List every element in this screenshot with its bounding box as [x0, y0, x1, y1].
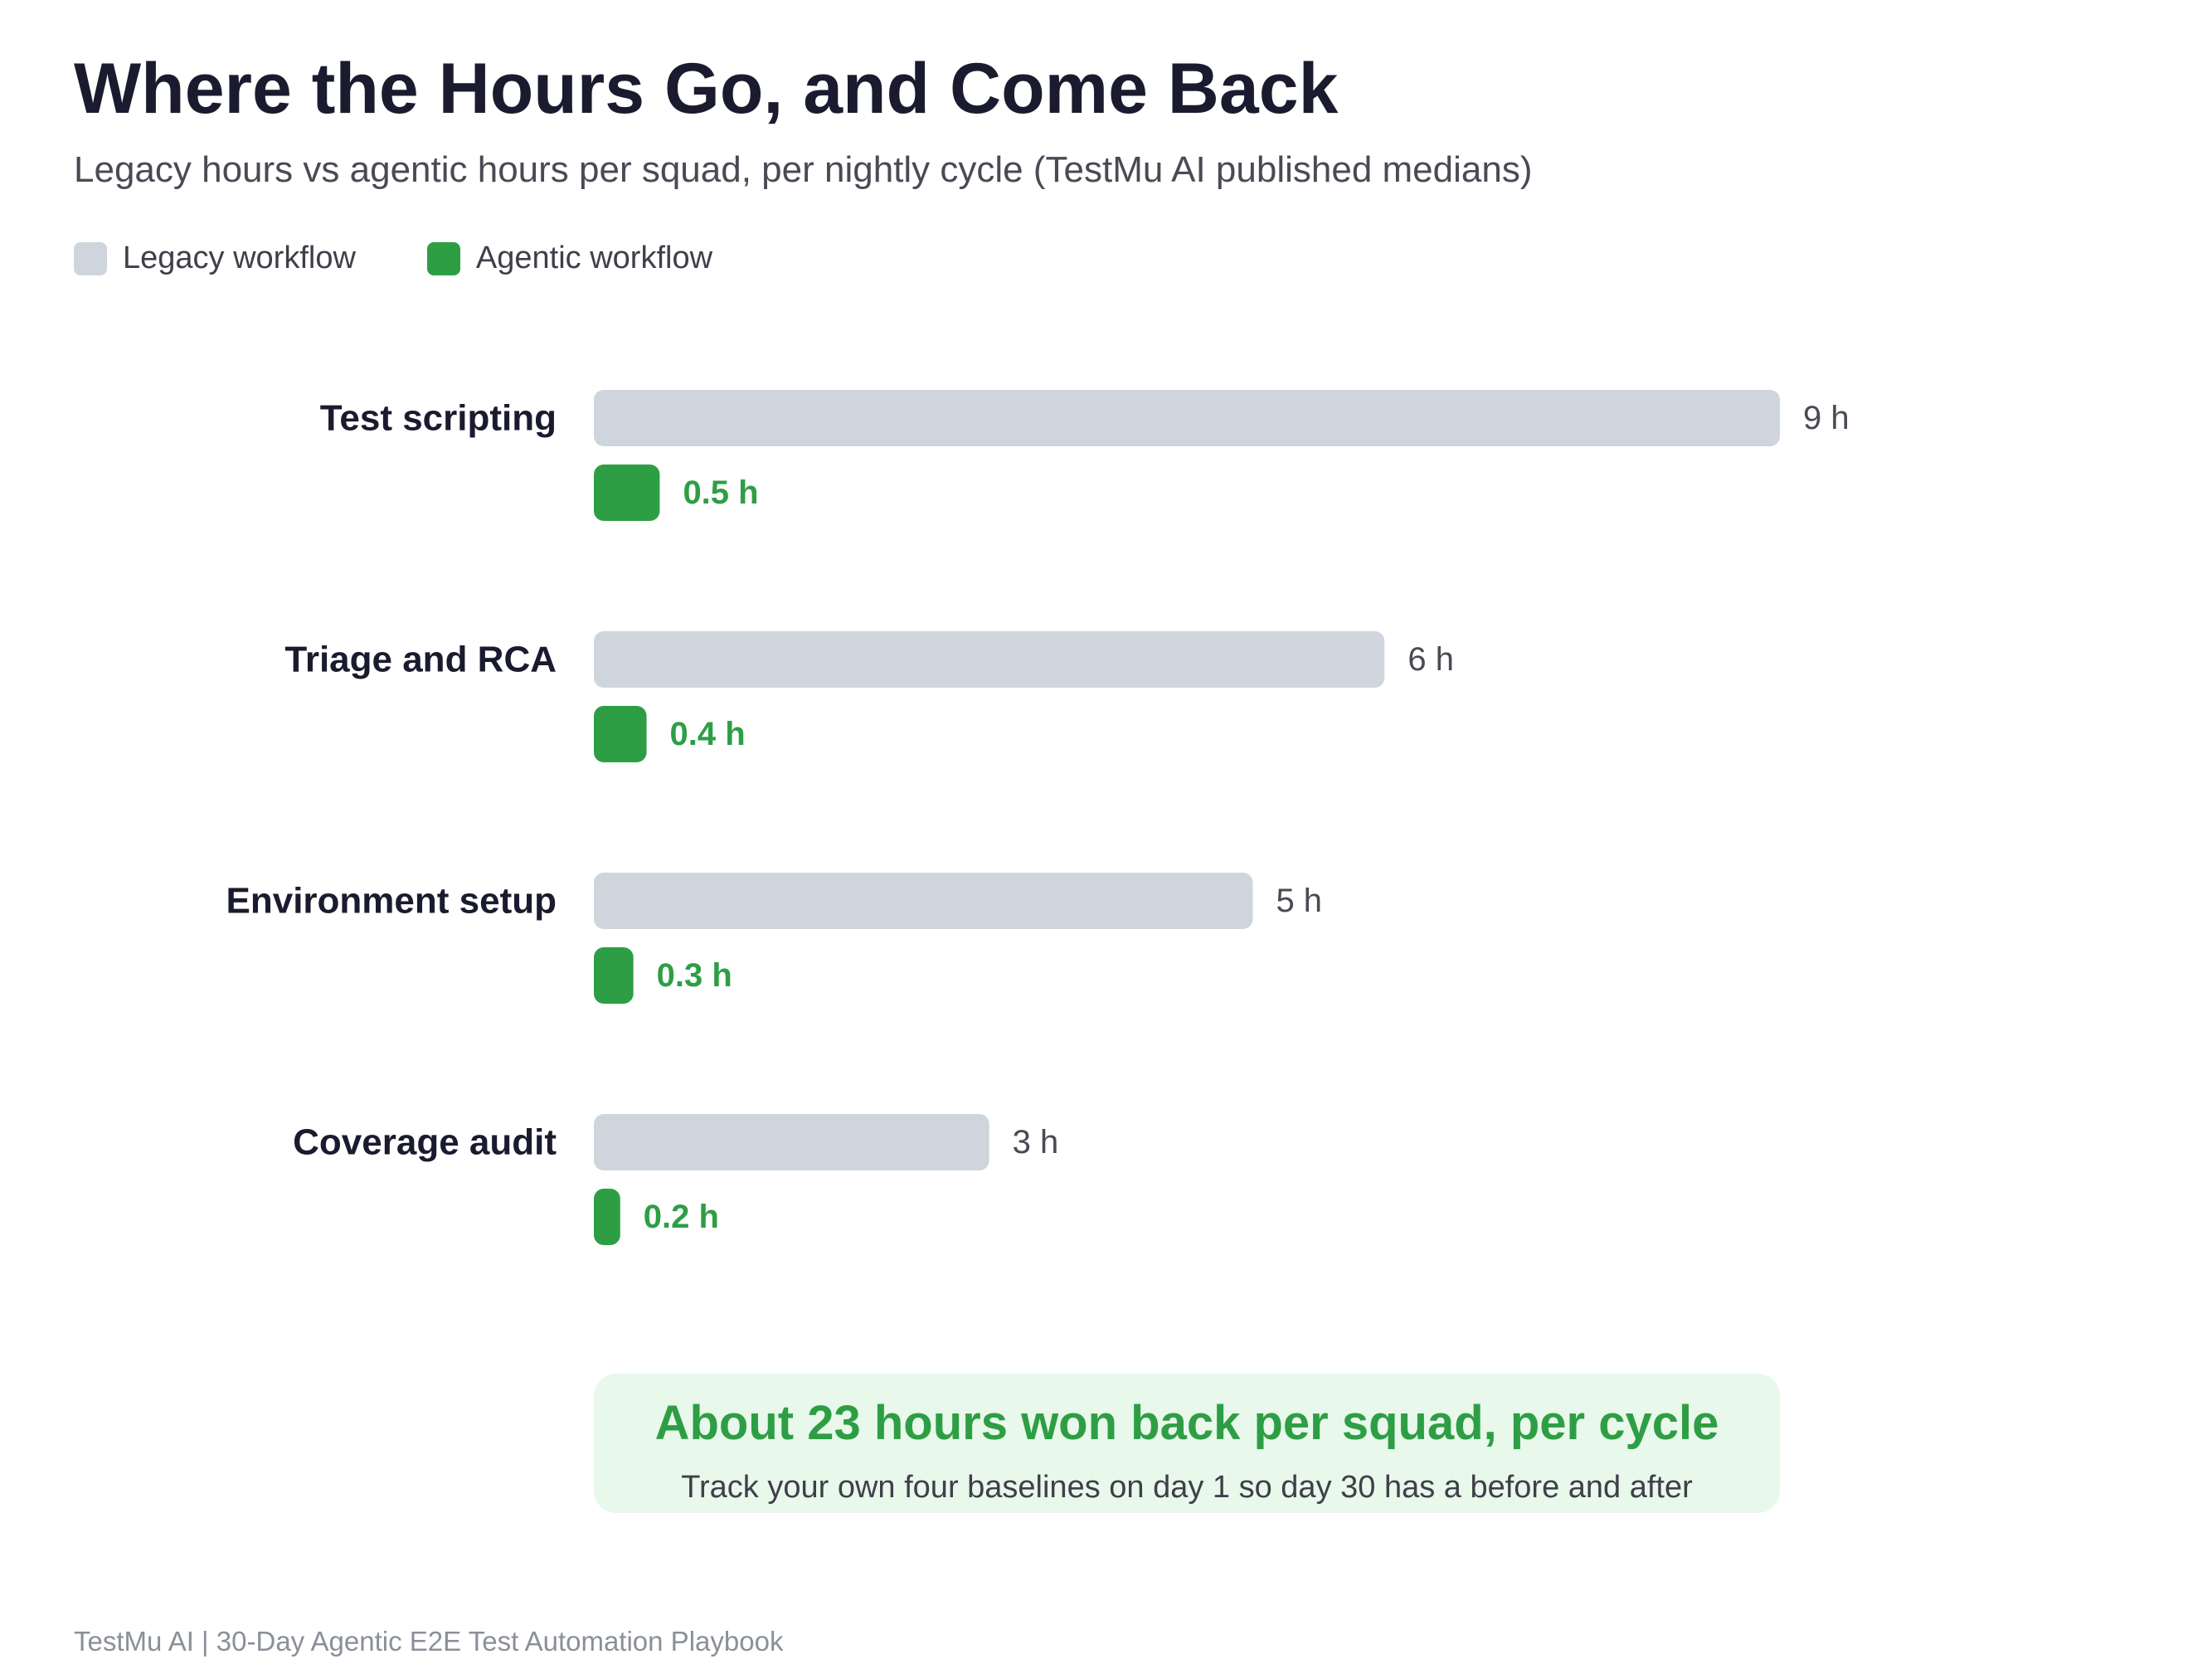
footer-credit: TestMu AI | 30-Day Agentic E2E Test Auto…	[74, 1626, 784, 1657]
value-label-legacy-triage-and-rca: 6 h	[1407, 641, 1454, 678]
bar-agentic-test-scripting	[594, 465, 660, 521]
category-label-triage-and-rca: Triage and RCA	[284, 640, 557, 680]
chart-title: Where the Hours Go, and Come Back	[74, 49, 1339, 129]
summary-callout: About 23 hours won back per squad, per c…	[594, 1374, 1780, 1513]
value-label-agentic-environment-setup: 0.3 h	[657, 957, 732, 994]
bar-legacy-environment-setup	[594, 873, 1253, 929]
callout-note: Track your own four baselines on day 1 s…	[681, 1470, 1693, 1505]
legend-label-agentic: Agentic workflow	[475, 241, 713, 275]
chart-subtitle: Legacy hours vs agentic hours per squad,…	[74, 149, 1533, 190]
value-label-legacy-environment-setup: 5 h	[1276, 883, 1322, 919]
bar-agentic-triage-and-rca	[594, 706, 647, 762]
value-label-agentic-test-scripting: 0.5 h	[683, 474, 758, 511]
value-label-agentic-triage-and-rca: 0.4 h	[670, 716, 746, 752]
bar-legacy-test-scripting	[594, 390, 1780, 446]
legend-item-agentic: Agentic workflow	[426, 241, 713, 276]
value-label-legacy-test-scripting: 9 h	[1803, 400, 1850, 436]
bar-legacy-triage-and-rca	[594, 631, 1385, 688]
bar-agentic-environment-setup	[594, 947, 634, 1004]
category-label-coverage-audit: Coverage audit	[293, 1122, 557, 1163]
category-label-environment-setup: Environment setup	[226, 881, 557, 922]
legend: Legacy workflow Agentic workflow	[74, 241, 784, 276]
legend-label-legacy: Legacy workflow	[123, 241, 356, 275]
bar-agentic-coverage-audit	[594, 1189, 620, 1245]
value-label-agentic-coverage-audit: 0.2 h	[644, 1199, 719, 1235]
callout-headline: About 23 hours won back per squad, per c…	[654, 1396, 1719, 1450]
bar-legacy-coverage-audit	[594, 1114, 989, 1170]
category-label-test-scripting: Test scripting	[320, 398, 557, 439]
legend-swatch-legacy	[74, 241, 107, 275]
legend-item-legacy: Legacy workflow	[74, 241, 356, 276]
value-label-legacy-coverage-audit: 3 h	[1013, 1124, 1059, 1160]
legend-swatch-agentic	[426, 241, 460, 275]
bar-chart: Test scripting 9 h 0.5 h Triage and RCA 6 h 0…	[226, 390, 1850, 1245]
